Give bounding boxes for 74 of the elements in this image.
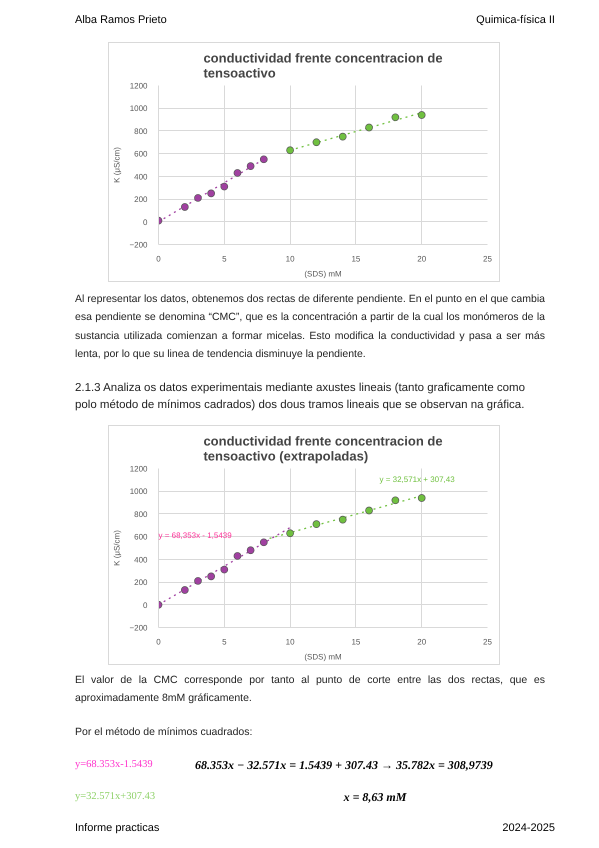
annotation: y = 32,571x + 307,43 xyxy=(380,475,456,484)
point xyxy=(194,577,202,585)
y-tick-label: 1200 xyxy=(130,464,148,474)
point xyxy=(246,162,254,170)
chart-title: conductividad frente concentracion de tensoactivo xyxy=(203,50,443,80)
y-tick-label: 1000 xyxy=(130,487,148,496)
text: 2.1.3 Analiza os datos experimentais mediante axustes lineais (tanto graficamente como polo método de mínimos cadrados) dos dous tramos lineais que se observan na gráfica. xyxy=(75,381,526,414)
x-tick-label: 25 xyxy=(483,638,492,646)
point xyxy=(180,203,189,211)
point xyxy=(286,146,294,154)
annotation: y = 68,353x - 1,5439 xyxy=(158,531,232,540)
point xyxy=(418,111,426,119)
point xyxy=(207,190,215,198)
text: Quimica-física II xyxy=(476,13,555,28)
point xyxy=(392,113,400,122)
point xyxy=(365,124,373,132)
point xyxy=(312,138,320,146)
point xyxy=(418,494,426,502)
x-tick-label: 20 xyxy=(417,638,427,646)
y-tick-label: 0 xyxy=(143,600,148,610)
point xyxy=(286,529,294,538)
y-tick-label: 800 xyxy=(134,126,148,136)
y-tick-label: 200 xyxy=(134,195,148,204)
text: 2024-2025 xyxy=(502,821,555,836)
point xyxy=(234,169,242,177)
y-tick-label: 200 xyxy=(134,578,148,588)
chart-title: conductividad frente concentracion de tensoactivo (extrapoladas) xyxy=(203,434,443,464)
text: Informe practicas xyxy=(75,821,160,836)
point xyxy=(207,572,215,580)
x-axis-title: (SDS) mM xyxy=(304,270,342,278)
y-tick-label: 0 xyxy=(143,218,148,227)
text: Por el método de mínimos cuadrados: xyxy=(75,725,252,740)
text: El valor de la CMC corresponde por tanto al punto de corte entre las dos rectas, que es aproximadamente 8mM gráficamente. xyxy=(75,673,545,706)
text: y=32.571x+307.43 xyxy=(75,790,156,804)
y-axis-title: K (μS/cm) xyxy=(112,146,122,183)
x-tick-label: 10 xyxy=(286,638,296,646)
y-tick-label: 1200 xyxy=(130,82,148,90)
text: x = 8,63 mM xyxy=(344,789,406,806)
point xyxy=(260,155,268,164)
point xyxy=(180,586,189,594)
point xyxy=(392,496,400,504)
x-tick-label: 10 xyxy=(286,254,296,264)
y-tick-label: −200 xyxy=(129,240,148,250)
text: y=68.353x-1.5439 xyxy=(75,758,153,772)
text: 68.353x − 32.571x = 1.5439 + 307.43 → 35.782x = 308,9739 xyxy=(195,757,493,774)
x-tick-label: 15 xyxy=(351,638,361,646)
y-tick-label: −200 xyxy=(129,624,148,632)
point xyxy=(338,132,347,140)
point xyxy=(220,566,228,574)
y-tick-label: 400 xyxy=(134,555,148,564)
point xyxy=(260,538,268,546)
x-tick-label: 0 xyxy=(156,638,162,646)
x-tick-label: 25 xyxy=(483,254,492,264)
text: Alba Ramos Prieto xyxy=(75,13,167,28)
x-tick-label: 15 xyxy=(351,254,361,264)
x-tick-label: 5 xyxy=(222,638,228,646)
y-axis-title: K (μS/cm) xyxy=(112,530,122,566)
x-tick-label: 0 xyxy=(156,254,162,264)
point xyxy=(246,546,254,554)
y-tick-label: 800 xyxy=(134,510,148,519)
x-axis-title: (SDS) mM xyxy=(304,652,342,662)
x-tick-label: 20 xyxy=(417,254,427,264)
y-tick-label: 600 xyxy=(134,150,148,159)
y-tick-label: 400 xyxy=(134,172,148,182)
point xyxy=(234,552,242,560)
y-tick-label: 1000 xyxy=(130,104,148,114)
point xyxy=(312,520,320,528)
point xyxy=(194,194,202,202)
y-tick-label: 600 xyxy=(134,532,148,542)
text: Al representar los datos, obtenemos dos rectas de diferente pendiente. En el punto en el que cambia esa pendiente se denomina “CMC”, que es la concentración a partir de la cual los monómeros de la sustancia utilizada comienzan a formar micelas. Esto modifica la conductividad y pasa a ser más lenta, por lo que su linea de tendencia disminuye la pendiente. xyxy=(75,292,545,362)
x-tick-label: 5 xyxy=(222,254,228,264)
point xyxy=(365,506,373,514)
point xyxy=(220,182,228,190)
point xyxy=(338,516,347,524)
